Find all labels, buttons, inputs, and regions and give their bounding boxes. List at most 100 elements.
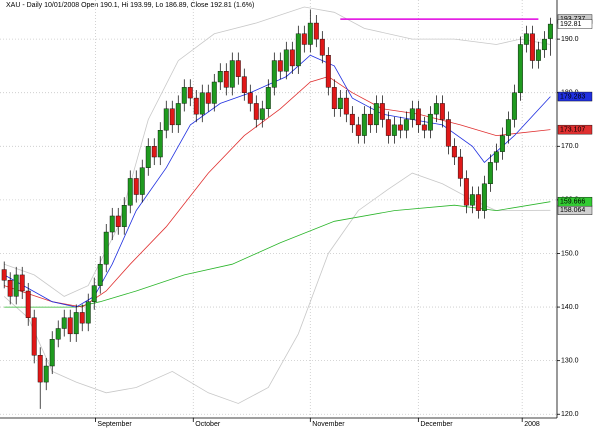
candle-body — [157, 130, 163, 158]
candle-body — [493, 151, 499, 163]
candle-body — [43, 365, 49, 383]
candle-body — [217, 71, 223, 83]
candle-body — [475, 194, 481, 211]
candle-body — [121, 205, 127, 227]
candle-body — [301, 33, 307, 45]
candle-body — [97, 263, 103, 286]
candle-body — [445, 119, 451, 147]
candle-body — [127, 178, 133, 206]
y-tick-label: 130.0 — [561, 358, 579, 365]
overlay-line — [4, 6, 551, 297]
candle-body — [229, 60, 235, 88]
candle-body — [355, 124, 361, 136]
candle-body — [169, 108, 175, 126]
candle-body — [307, 22, 313, 45]
candle-body — [421, 124, 427, 131]
candle-body — [427, 113, 433, 131]
candle-body — [433, 103, 439, 115]
candle-body — [313, 22, 319, 40]
candle-body — [205, 92, 211, 104]
candle-body — [271, 60, 277, 88]
candle-body — [529, 33, 535, 61]
candle-body — [409, 108, 415, 120]
value-tag — [557, 196, 593, 207]
candle-body — [67, 317, 73, 335]
candle-body — [37, 355, 43, 383]
value-tag-label: 179.283 — [560, 93, 585, 100]
candle-body — [277, 60, 283, 72]
candle-body — [1, 269, 7, 281]
candle-body — [535, 49, 541, 61]
candle-body — [487, 162, 493, 185]
candle-body — [25, 290, 31, 318]
candle-body — [403, 119, 409, 131]
y-tick-label: 120.0 — [561, 411, 579, 418]
candle-body — [139, 167, 145, 195]
candle-body — [31, 317, 37, 356]
candle-body — [319, 38, 325, 56]
candle-body — [337, 97, 343, 109]
value-tag-label: 173.107 — [560, 126, 585, 133]
candle-body — [499, 135, 505, 152]
candle-body — [85, 301, 91, 324]
candle-body — [457, 156, 463, 179]
candle-body — [325, 54, 331, 88]
candle-body — [223, 71, 229, 88]
candle-body — [79, 312, 85, 324]
candle-body — [193, 97, 199, 115]
x-tick-label: December — [420, 421, 453, 428]
candle-body — [343, 97, 349, 115]
y-tick-label: 170.0 — [561, 143, 579, 150]
candle-body — [391, 124, 397, 136]
candle-body — [13, 274, 19, 297]
candle-body — [481, 183, 487, 211]
candle-body — [385, 119, 391, 136]
candle-body — [163, 108, 169, 131]
candle-body — [61, 317, 67, 329]
overlay-line — [3, 172, 551, 404]
value-tag-label: 159.666 — [560, 199, 585, 206]
x-tick-label: 2008 — [524, 421, 540, 428]
candle-body — [517, 44, 523, 93]
y-tick-label: 140.0 — [561, 304, 579, 311]
candle-body — [133, 178, 139, 195]
candle-body — [469, 194, 475, 206]
candle-body — [253, 103, 259, 120]
candle-body — [541, 38, 547, 51]
candle-body — [367, 113, 373, 126]
candle-body — [199, 92, 205, 115]
candle-body — [331, 87, 337, 109]
candle-body — [91, 285, 97, 302]
candle-body — [397, 124, 403, 131]
y-tick-label: 190.0 — [561, 36, 579, 43]
candle-body — [349, 113, 355, 126]
value-tag — [557, 91, 593, 102]
candle-body — [115, 215, 121, 227]
candle-body — [259, 108, 265, 120]
candle-body — [463, 178, 469, 206]
candle-body — [55, 328, 61, 340]
candle-body — [19, 274, 25, 292]
candle-body — [439, 103, 445, 120]
candle-body — [175, 103, 181, 126]
candle-body — [283, 49, 289, 72]
candle-body — [103, 231, 109, 265]
candle-body — [241, 76, 247, 93]
value-tag — [557, 19, 593, 29]
value-tag-label: 192.81 — [560, 21, 582, 28]
candle-body — [511, 92, 517, 120]
candle-body — [145, 146, 151, 168]
candle-body — [505, 119, 511, 136]
x-tick-label: November — [312, 421, 345, 428]
candle-body — [73, 312, 79, 335]
candle-body — [109, 215, 115, 233]
candle-body — [211, 81, 217, 104]
candle-body — [523, 33, 529, 45]
candle-body — [49, 339, 55, 367]
candle-body — [151, 146, 157, 158]
candle-body — [373, 103, 379, 126]
candle-body — [379, 103, 385, 120]
candle-body — [415, 108, 421, 126]
